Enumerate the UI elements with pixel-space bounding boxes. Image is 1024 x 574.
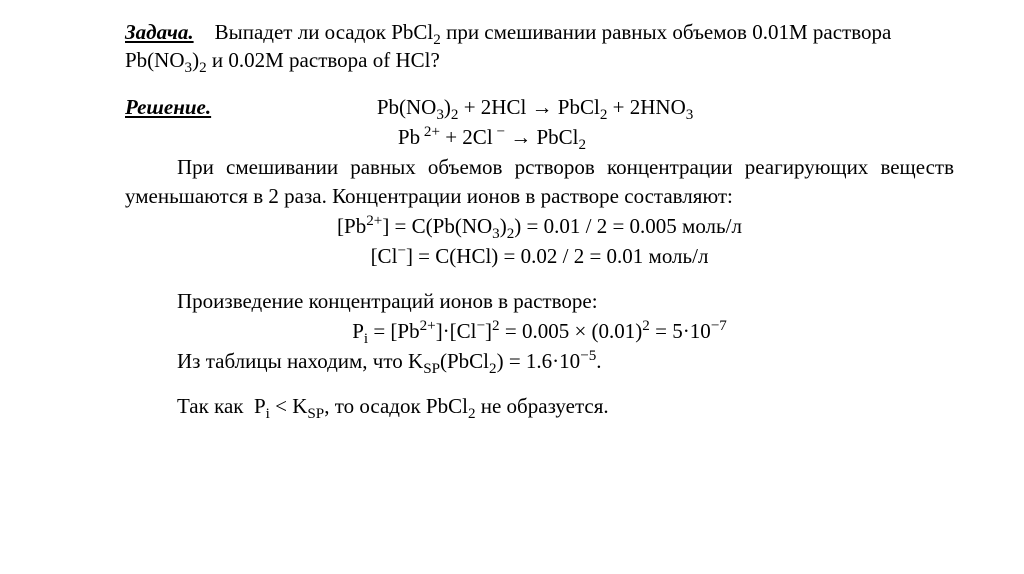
concentration-1: [Pb2+] = C(Pb(NO3)2) = 0.01 / 2 = 0.005 … (125, 212, 954, 240)
ksp-line: Из таблицы находим, что KSP(PbCl2) = 1.6… (125, 347, 954, 375)
problem-heading: Задача. (125, 20, 194, 44)
equation-1: Pb(NO3)2 + 2HCl → PbCl2 + 2HNO3 (211, 93, 954, 121)
conclusion: Так как Pi < KSP, то осадок PbCl2 не обр… (125, 392, 954, 420)
concentration-2: [Cl−] = C(HCl) = 0.02 / 2 = 0.01 моль/л (125, 242, 954, 270)
paragraph-1: При смешивании равных объемов рстворов к… (125, 153, 954, 210)
problem-block: Задача. Выпадет ли осадок PbCl2 при смеш… (70, 18, 954, 75)
solution-heading: Решение. (125, 95, 211, 119)
solution-first-row: Решение. Pb(NO3)2 + 2HCl → PbCl2 + 2HNO3 (125, 93, 954, 121)
solution-heading-wrap: Решение. (125, 93, 211, 121)
paragraph-2: Произведение концентраций ионов в раство… (125, 287, 954, 315)
equation-2: Pb 2+ + 2Cl − → PbCl2 (125, 123, 954, 151)
pi-equation: Pi = [Pb2+]·[Cl−]2 = 0.005 × (0.01)2 = 5… (125, 317, 954, 345)
problem-text: Выпадет ли осадок PbCl2 при смешивании р… (125, 20, 891, 72)
solution-block: Решение. Pb(NO3)2 + 2HCl → PbCl2 + 2HNO3… (70, 93, 954, 420)
